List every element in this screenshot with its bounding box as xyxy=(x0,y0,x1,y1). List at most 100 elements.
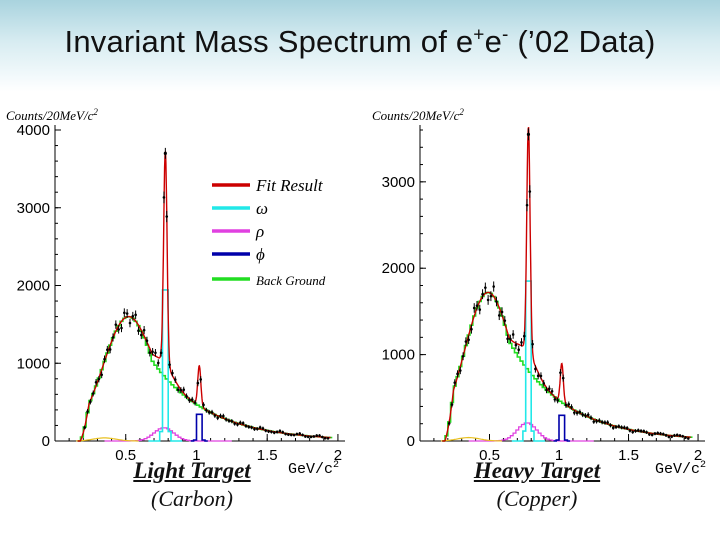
data-point xyxy=(470,327,473,331)
data-point xyxy=(159,351,163,355)
data-point xyxy=(684,436,687,439)
omega-component-curve xyxy=(511,280,546,442)
data-point xyxy=(584,414,587,417)
data-point xyxy=(539,374,543,378)
data-point xyxy=(611,426,615,430)
data-point xyxy=(484,286,487,289)
data-point xyxy=(675,433,679,437)
data-point xyxy=(128,321,132,325)
data-point xyxy=(247,425,251,429)
phi-component-curve xyxy=(190,413,208,442)
title-bar xyxy=(0,0,720,92)
data-point xyxy=(176,388,180,391)
data-point xyxy=(230,419,234,423)
data-point xyxy=(489,294,493,298)
data-point xyxy=(456,372,459,376)
data-point xyxy=(678,434,682,437)
carbon-panel-label: Light Target (Carbon) xyxy=(108,458,276,512)
eta-dalitz-curve xyxy=(76,437,139,442)
y-tick-label: 3000 xyxy=(382,174,415,191)
fit-result-curve xyxy=(442,127,691,442)
data-point xyxy=(199,378,203,381)
data-point xyxy=(650,433,654,437)
data-point xyxy=(673,434,676,437)
data-point xyxy=(323,436,327,440)
data-point xyxy=(634,429,637,433)
data-point xyxy=(213,414,217,417)
y-axis-label-exponent: 2 xyxy=(459,107,464,117)
data-point xyxy=(216,416,219,420)
y-axis-label: Counts/20MeV/c2 xyxy=(372,107,464,123)
data-point xyxy=(603,421,607,424)
data-point xyxy=(520,341,523,344)
data-point xyxy=(453,381,457,384)
data-point xyxy=(120,326,123,330)
data-point xyxy=(556,399,559,402)
data-point xyxy=(106,348,109,352)
data-point xyxy=(287,433,290,436)
data-point xyxy=(625,426,629,430)
data-point xyxy=(648,433,651,436)
data-point xyxy=(326,437,330,440)
x-tick-label: 0.5 xyxy=(479,447,500,464)
data-point xyxy=(636,429,640,432)
data-point xyxy=(264,429,268,432)
data-point xyxy=(545,388,548,392)
copper-panel-label: Heavy Target (Copper) xyxy=(448,458,626,512)
data-point xyxy=(318,434,321,437)
data-point xyxy=(659,432,662,435)
slide-title: Invariant Mass Spectrum of e+e- (’02 Dat… xyxy=(64,24,656,59)
data-point xyxy=(125,312,129,315)
data-point xyxy=(547,387,551,390)
y-tick-label: 2000 xyxy=(382,260,415,277)
data-point xyxy=(134,313,137,317)
y-tick-label: 3000 xyxy=(17,200,50,217)
data-point xyxy=(472,306,476,310)
data-point xyxy=(123,311,126,315)
data-point xyxy=(631,430,635,434)
x-axis-unit-exponent: 2 xyxy=(333,460,339,471)
data-point xyxy=(567,403,571,406)
data-point xyxy=(241,421,245,425)
data-point xyxy=(461,354,465,358)
x-tick-label: 2 xyxy=(694,447,702,464)
data-point xyxy=(509,337,512,341)
x-axis-unit: GeV/c2 xyxy=(288,460,339,478)
data-point xyxy=(623,426,626,429)
y-tick-label: 2000 xyxy=(17,278,50,295)
data-point xyxy=(94,380,98,384)
data-point xyxy=(289,433,293,437)
data-point xyxy=(219,414,222,418)
data-point xyxy=(250,426,253,429)
y-tick-label: 1000 xyxy=(382,347,415,364)
data-point xyxy=(592,420,596,423)
data-point xyxy=(492,285,495,288)
data-point xyxy=(171,371,174,375)
data-point xyxy=(573,411,576,414)
data-point xyxy=(111,336,115,339)
data-point xyxy=(478,308,482,311)
data-point xyxy=(306,435,310,439)
data-point xyxy=(609,423,612,427)
data-point xyxy=(255,427,259,431)
data-point xyxy=(309,435,313,439)
data-point xyxy=(281,430,285,434)
data-point xyxy=(578,410,582,414)
data-point xyxy=(497,314,501,317)
copper-label-line2: (Copper) xyxy=(496,486,578,511)
data-point xyxy=(564,403,568,407)
data-point xyxy=(292,433,296,437)
data-point xyxy=(207,411,211,414)
data-point xyxy=(531,342,534,346)
data-point xyxy=(645,430,648,434)
data-point xyxy=(450,403,454,406)
data-point xyxy=(586,413,590,417)
data-point xyxy=(97,377,101,381)
omega-peak-point xyxy=(526,132,531,136)
data-point xyxy=(210,410,214,414)
data-point xyxy=(464,340,468,343)
data-point xyxy=(301,433,304,437)
x-tick-label: 2 xyxy=(334,447,342,464)
phi-component-curve xyxy=(553,414,571,442)
